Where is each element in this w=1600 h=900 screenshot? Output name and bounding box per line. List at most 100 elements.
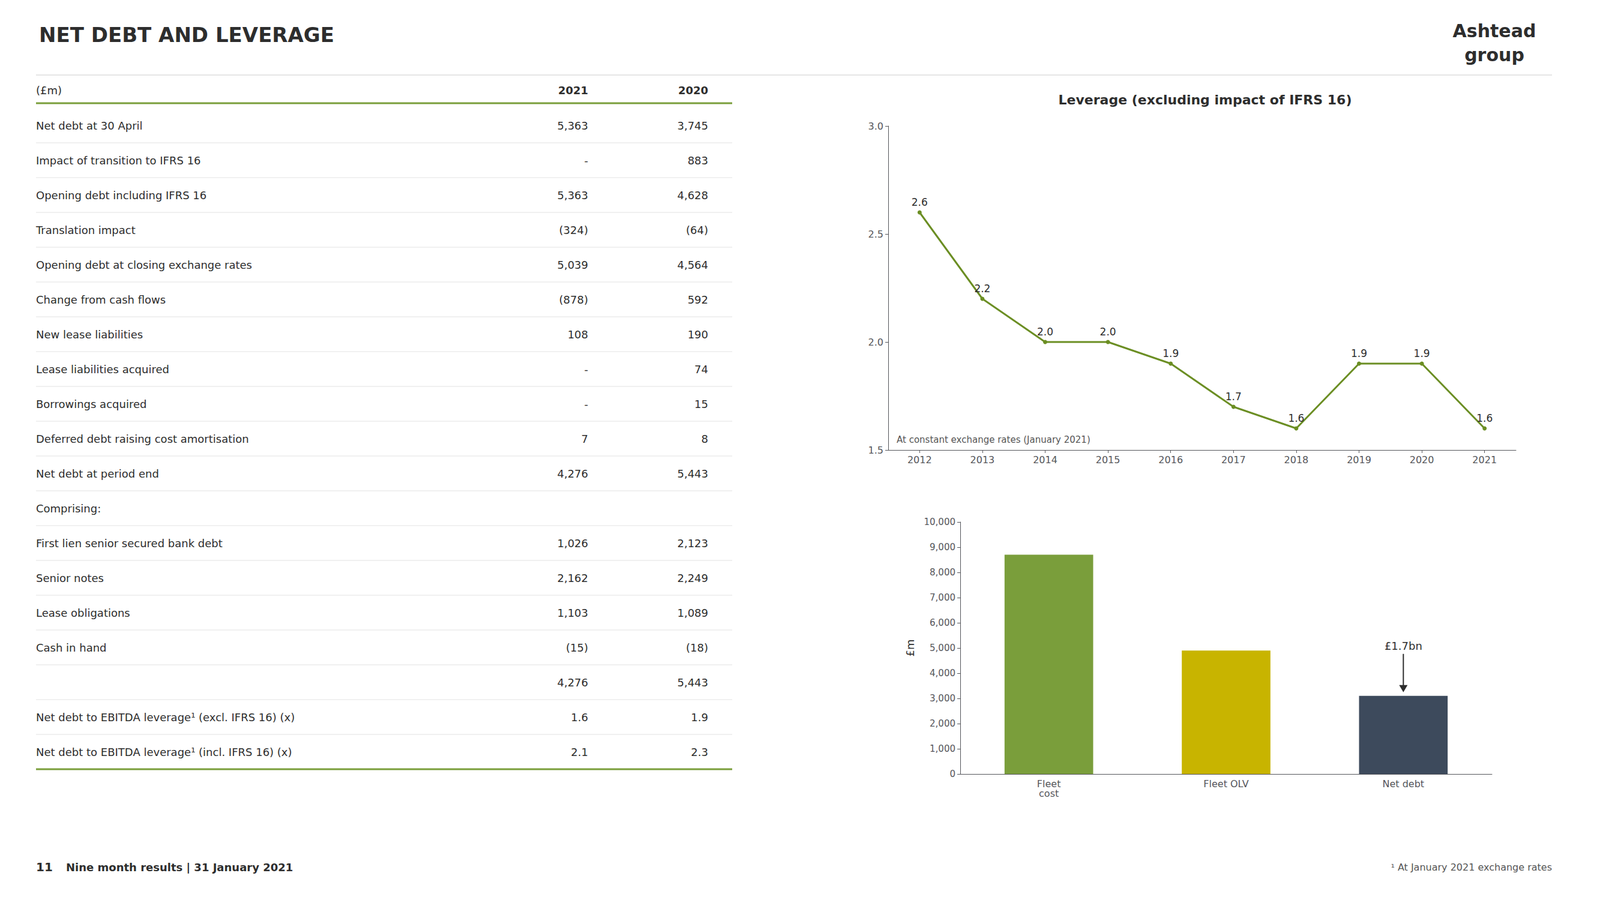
svg-text:2.1: 2.1 (570, 745, 589, 759)
svg-text:1.9: 1.9 (1413, 347, 1431, 360)
svg-text:2,162: 2,162 (556, 571, 589, 585)
svg-text:Opening debt including IFRS 16: Opening debt including IFRS 16 (36, 189, 207, 202)
svg-text:5,363: 5,363 (556, 189, 589, 202)
svg-text:(£m): (£m) (36, 84, 62, 97)
svg-text:4,276: 4,276 (556, 676, 589, 689)
svg-text:4,276: 4,276 (556, 467, 589, 481)
svg-text:At constant exchange rates (Ja: At constant exchange rates (January 2021… (896, 434, 1091, 446)
svg-text:Ashtead: Ashtead (1452, 20, 1537, 42)
svg-text:¹ At January 2021 exchange rat: ¹ At January 2021 exchange rates (1390, 861, 1552, 874)
svg-text:5,443: 5,443 (676, 467, 709, 481)
svg-text:8: 8 (701, 432, 709, 446)
svg-text:Lease obligations: Lease obligations (36, 606, 131, 620)
svg-text:190: 190 (687, 328, 709, 341)
svg-text:1,089: 1,089 (676, 606, 709, 620)
svg-text:4,000: 4,000 (929, 667, 956, 679)
svg-text:-: - (584, 397, 589, 411)
svg-text:5,363: 5,363 (556, 119, 589, 133)
svg-text:1.9: 1.9 (1350, 347, 1368, 360)
svg-text:0: 0 (949, 768, 956, 780)
svg-text:2.0: 2.0 (1037, 325, 1054, 338)
svg-text:(15): (15) (565, 641, 589, 655)
svg-text:1.6: 1.6 (1476, 412, 1493, 425)
svg-text:883: 883 (687, 154, 709, 167)
svg-text:2013: 2013 (970, 454, 996, 466)
svg-text:6,000: 6,000 (929, 617, 956, 629)
svg-text:7: 7 (581, 432, 589, 446)
svg-text:3,745: 3,745 (676, 119, 709, 133)
svg-text:Opening debt at closing exchan: Opening debt at closing exchange rates (36, 258, 253, 272)
svg-text:3.0: 3.0 (868, 120, 884, 133)
svg-text:15: 15 (694, 397, 709, 411)
svg-text:Net debt to EBITDA leverage¹ (: Net debt to EBITDA leverage¹ (incl. IFRS… (36, 745, 293, 759)
svg-text:Net debt to EBITDA leverage¹ (: Net debt to EBITDA leverage¹ (excl. IFRS… (36, 711, 295, 724)
svg-text:Leverage (excluding impact of: Leverage (excluding impact of IFRS 16) (1058, 92, 1353, 108)
svg-text:2016: 2016 (1158, 454, 1183, 466)
svg-text:3,000: 3,000 (929, 693, 956, 704)
svg-text:7,000: 7,000 (929, 592, 956, 604)
svg-text:2020: 2020 (1409, 454, 1435, 466)
svg-text:4,564: 4,564 (676, 258, 709, 272)
svg-text:(18): (18) (685, 641, 709, 655)
svg-text:2.6: 2.6 (911, 196, 928, 209)
svg-text:108: 108 (567, 328, 589, 341)
svg-text:2017: 2017 (1221, 454, 1246, 466)
svg-text:Fleet OLV: Fleet OLV (1203, 778, 1249, 790)
svg-text:New lease liabilities: New lease liabilities (36, 328, 143, 341)
svg-text:5,443: 5,443 (676, 676, 709, 689)
svg-text:10,000: 10,000 (924, 516, 957, 528)
svg-text:Net debt at period end: Net debt at period end (36, 467, 160, 481)
svg-text:2,000: 2,000 (929, 718, 956, 730)
svg-text:£1.7bn: £1.7bn (1384, 639, 1423, 653)
svg-text:1,000: 1,000 (929, 743, 956, 755)
svg-text:2,249: 2,249 (676, 571, 709, 585)
svg-text:(324): (324) (559, 223, 589, 237)
svg-text:2.5: 2.5 (868, 228, 884, 241)
svg-text:4,628: 4,628 (676, 189, 709, 202)
svg-text:2019: 2019 (1346, 454, 1372, 466)
svg-text:2.0: 2.0 (1100, 325, 1117, 338)
svg-text:Senior notes: Senior notes (36, 571, 104, 585)
svg-text:2.2: 2.2 (974, 282, 991, 295)
svg-text:Net debt: Net debt (1382, 778, 1425, 790)
svg-text:group: group (1464, 44, 1525, 66)
svg-text:1.6: 1.6 (570, 711, 589, 724)
svg-text:5,000: 5,000 (929, 642, 956, 654)
svg-text:1,026: 1,026 (556, 537, 589, 550)
svg-text:-: - (584, 363, 589, 376)
svg-text:1.7: 1.7 (1225, 390, 1242, 403)
svg-text:8,000: 8,000 (929, 567, 956, 578)
svg-text:First lien senior secured bank: First lien senior secured bank debt (36, 537, 223, 550)
svg-text:2014: 2014 (1032, 454, 1058, 466)
svg-text:1.9: 1.9 (690, 711, 709, 724)
svg-text:Borrowings acquired: Borrowings acquired (36, 397, 147, 411)
svg-text:2,123: 2,123 (676, 537, 709, 550)
svg-text:592: 592 (687, 293, 709, 307)
svg-text:cost: cost (1038, 787, 1059, 800)
svg-text:2.0: 2.0 (868, 336, 884, 349)
svg-text:2.3: 2.3 (690, 745, 709, 759)
svg-text:Deferred debt raising cost amo: Deferred debt raising cost amortisation (36, 432, 250, 446)
svg-text:(64): (64) (685, 223, 709, 237)
svg-text:2012: 2012 (907, 454, 933, 466)
svg-text:1.9: 1.9 (1162, 347, 1179, 360)
svg-text:Lease liabilities acquired: Lease liabilities acquired (36, 363, 170, 376)
svg-text:9,000: 9,000 (929, 541, 956, 553)
svg-text:Change from cash flows: Change from cash flows (36, 293, 166, 307)
svg-text:2020: 2020 (678, 84, 709, 97)
svg-text:Translation impact: Translation impact (35, 223, 136, 237)
svg-text:Cash in hand: Cash in hand (36, 641, 107, 655)
svg-text:NET DEBT AND LEVERAGE: NET DEBT AND LEVERAGE (39, 22, 335, 47)
svg-text:2021: 2021 (558, 84, 589, 97)
svg-text:-: - (584, 154, 589, 167)
svg-text:1,103: 1,103 (556, 606, 589, 620)
svg-text:(878): (878) (559, 293, 589, 307)
svg-text:2021: 2021 (1472, 454, 1497, 466)
svg-text:2018: 2018 (1284, 454, 1309, 466)
svg-text:11: 11 (36, 860, 53, 875)
svg-text:Comprising:: Comprising: (36, 502, 101, 515)
svg-text:Nine month results | 31 Januar: Nine month results | 31 January 2021 (66, 861, 293, 874)
svg-text:Net debt at 30 April: Net debt at 30 April (36, 119, 143, 133)
svg-text:£m: £m (903, 639, 917, 658)
svg-text:Impact of transition to IFRS 1: Impact of transition to IFRS 16 (36, 154, 202, 167)
